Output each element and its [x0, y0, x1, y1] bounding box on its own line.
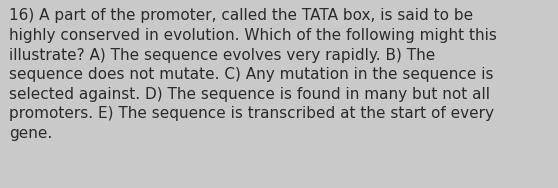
- Text: 16) A part of the promoter, called the TATA box, is said to be
highly conserved : 16) A part of the promoter, called the T…: [9, 8, 497, 141]
